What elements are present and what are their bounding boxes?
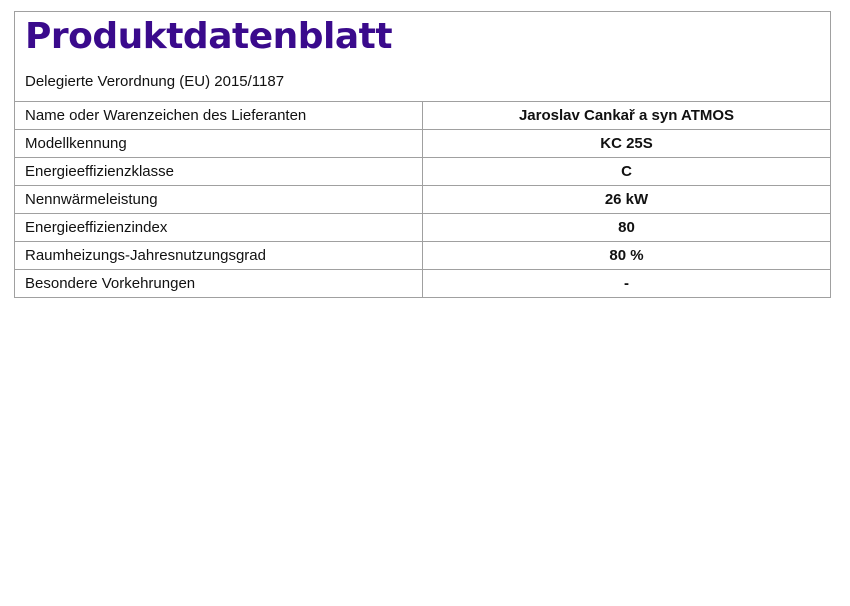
table-row: Energieeffizienzklasse C xyxy=(15,157,830,186)
row-value: 80 xyxy=(422,213,830,242)
row-value: 26 kW xyxy=(422,185,830,214)
table-row: Name oder Warenzeichen des Lieferanten Ja… xyxy=(15,102,830,130)
table-row: Raumheizungs-Jahresnutzungsgrad 80 % xyxy=(15,241,830,270)
table-row: Modellkennung KC 25S xyxy=(15,129,830,158)
row-label: Modellkennung xyxy=(15,129,423,158)
row-value: Jaroslav Cankař a syn ATMOS xyxy=(518,107,735,124)
page-title: Produktdatenblatt xyxy=(25,16,393,57)
header: Produktdatenblatt Delegierte Verordnung … xyxy=(15,12,830,102)
row-label: Nennwärmeleistung xyxy=(15,185,423,214)
data-table: Name oder Warenzeichen des Lieferanten Ja… xyxy=(15,102,830,297)
row-value: C xyxy=(422,157,830,186)
row-label: Name oder Warenzeichen des Lieferanten xyxy=(15,102,423,130)
row-label: Raumheizungs-Jahresnutzungsgrad xyxy=(15,241,423,270)
row-value: - xyxy=(422,269,830,297)
row-label: Energieeffizienzindex xyxy=(15,213,423,242)
table-row: Energieeffizienzindex 80 xyxy=(15,213,830,242)
row-value: 80 % xyxy=(422,241,830,270)
table-row: Besondere Vorkehrungen - xyxy=(15,269,830,297)
row-label: Energieeffizienzklasse xyxy=(15,157,423,186)
row-label: Besondere Vorkehrungen xyxy=(15,269,423,297)
table-row: Nennwärmeleistung 26 kW xyxy=(15,185,830,214)
subtitle: Delegierte Verordnung (EU) 2015/1187 xyxy=(25,73,285,90)
row-value: KC 25S xyxy=(422,129,830,158)
product-data-sheet: Produktdatenblatt Delegierte Verordnung … xyxy=(14,11,831,298)
